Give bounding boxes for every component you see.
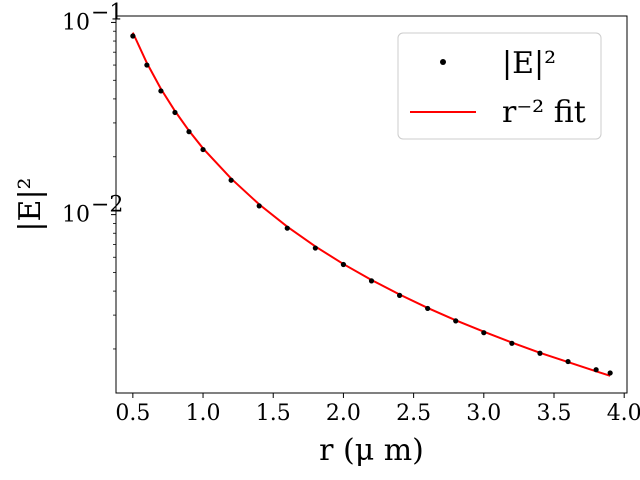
data-point (537, 350, 543, 356)
data-point (144, 62, 150, 68)
data-point (396, 292, 403, 298)
x-tick-label: 3.0 (466, 401, 501, 426)
data-point (368, 278, 375, 284)
x-tick-label: 4.0 (607, 401, 640, 426)
x-tick-label: 2.0 (326, 401, 361, 426)
data-point (425, 305, 431, 312)
data-point (256, 203, 262, 209)
data-point (158, 88, 164, 94)
data-point (607, 370, 613, 376)
data-point (284, 225, 290, 231)
legend: |E|² r⁻² fit (397, 32, 602, 140)
x-tick-label: 1.5 (256, 401, 291, 426)
data-point (340, 261, 347, 268)
data-point (509, 340, 515, 346)
data-point (565, 358, 571, 365)
x-tick-label: 3.5 (537, 401, 572, 426)
plot-frame (115, 15, 628, 394)
legend-label-fit: r⁻² fit (502, 95, 586, 130)
y-axis-label: |E|² (13, 177, 48, 231)
x-tick-label: 0.5 (115, 401, 150, 426)
data-point (172, 109, 178, 116)
data-point (312, 245, 318, 251)
legend-marker-points (440, 59, 446, 65)
x-tick-label: 1.0 (186, 401, 221, 426)
legend-label-points: |E|² (502, 46, 556, 81)
x-axis-label: r (μ m) (319, 433, 424, 468)
data-point (453, 318, 459, 324)
y-tick-label-exponent: −1 (91, 0, 123, 25)
x-tick-label: 2.5 (396, 401, 431, 426)
data-point (186, 129, 192, 135)
data-point (200, 146, 206, 153)
y-tick-label: 10 (62, 203, 90, 228)
y-tick-label-exponent: −2 (91, 193, 123, 218)
plot-area (130, 32, 613, 377)
y-tick-label: 10 (62, 10, 90, 35)
data-point (130, 33, 136, 39)
data-point (593, 367, 599, 373)
data-point (481, 330, 487, 336)
data-point (228, 177, 234, 183)
axis-ticks: 0.5 1.0 1.5 2.0 2.5 3.0 3.5 4.010−210−1 (62, 0, 640, 426)
